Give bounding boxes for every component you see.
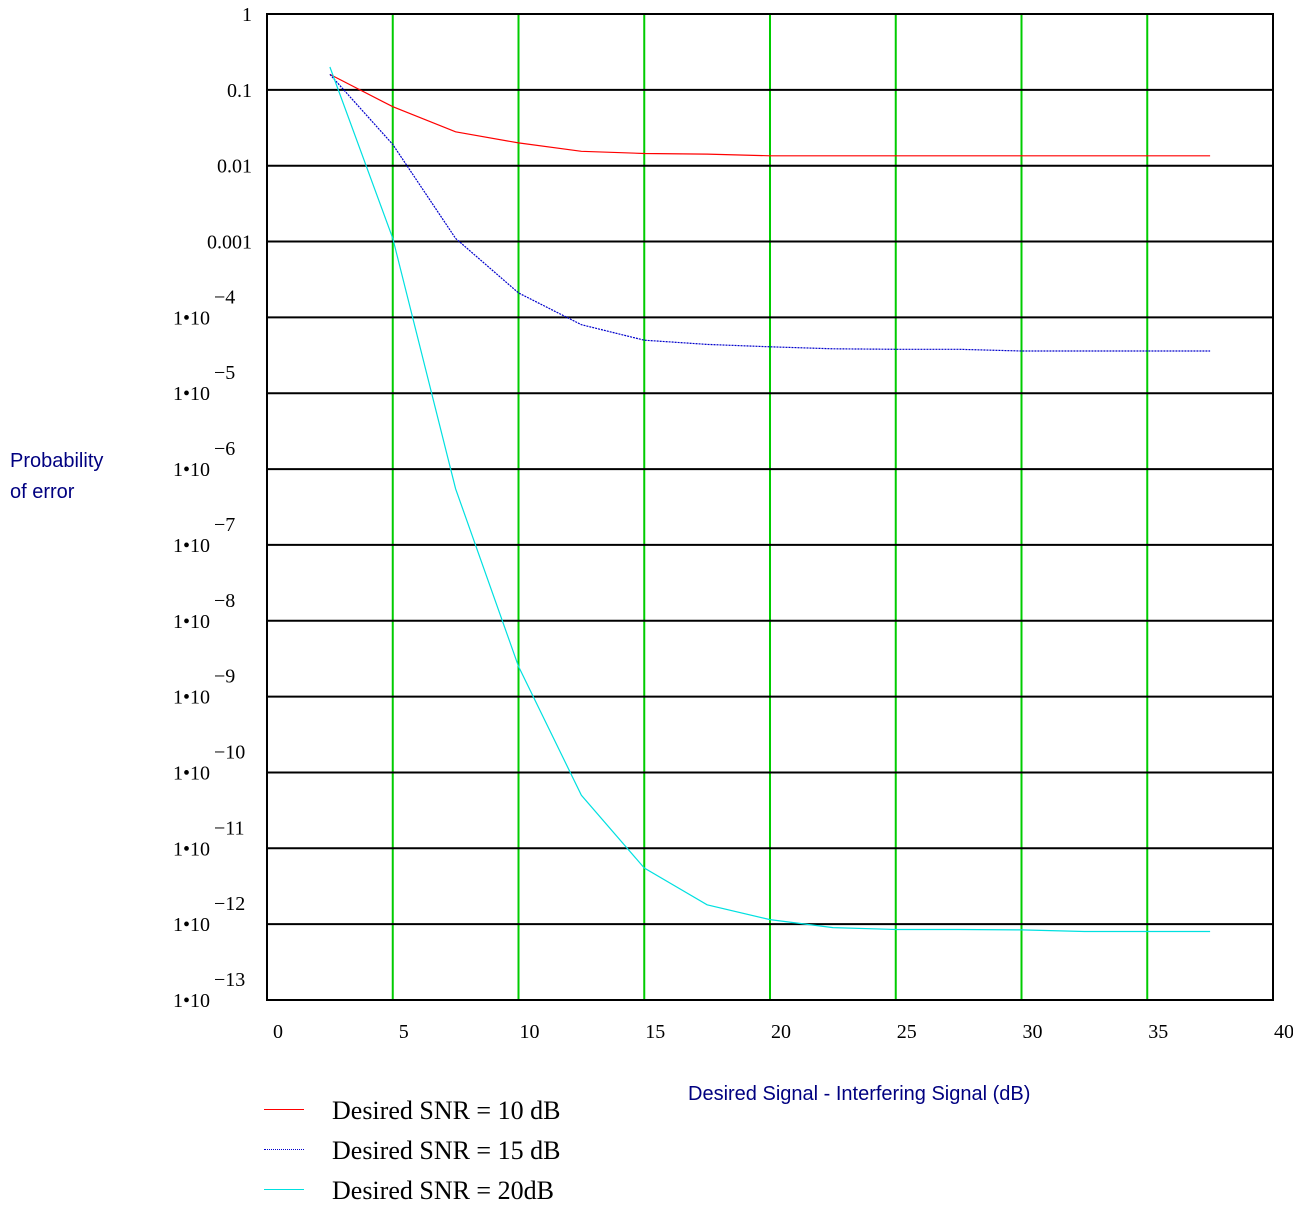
x-tick-label: 15 [645,1021,665,1043]
y-tick-label: 1•10 [173,307,210,329]
y-tick-exponent: −10 [214,741,245,763]
y-axis-label-line: Probability [10,450,104,472]
legend: Desired SNR = 10 dB Desired SNR = 15 dB … [264,1096,684,1216]
legend-label: Desired SNR = 15 dB [332,1136,561,1165]
y-tick-exponent: −9 [214,666,235,688]
y-tick-exponent: −13 [214,969,245,991]
y-axis-label: Probability of error [10,446,103,508]
x-tick-label: 20 [771,1021,791,1043]
legend-label: Desired SNR = 10 dB [332,1096,561,1125]
y-tick-label: 1•10 [173,762,210,784]
x-tick-label: 35 [1148,1021,1168,1043]
y-tick-exponent: −8 [214,590,235,612]
y-tick-label: 0.001 [207,232,252,254]
series-line [329,73,1211,157]
y-tick-exponent: −11 [214,817,245,839]
y-tick-label: 1•10 [173,611,210,633]
y-tick-label: 1•10 [173,459,210,481]
y-tick-label: 1•10 [173,535,210,557]
legend-item: Desired SNR = 10 dB [264,1096,684,1136]
y-tick-label: 1•10 [173,914,210,936]
y-tick-exponent: −4 [214,286,235,308]
legend-label: Desired SNR = 20dB [332,1176,554,1205]
series-line [329,73,1211,352]
y-tick-exponent: −6 [214,438,235,460]
legend-item: Desired SNR = 15 dB [264,1136,684,1176]
y-tick-exponent: −7 [214,514,235,536]
y-tick-exponent: −5 [214,362,235,384]
x-axis-label: Desired Signal - Interfering Signal (dB) [688,1083,1031,1105]
y-tick-label: 0.1 [227,80,252,102]
x-tick-label: 10 [520,1021,540,1043]
x-tick-label: 30 [1023,1021,1043,1043]
plot-frame [266,13,1274,1001]
y-tick-label: 1•10 [173,990,210,1012]
x-tick-label: 0 [273,1021,283,1043]
series-line [329,66,1211,933]
x-tick-label: 5 [399,1021,409,1043]
y-tick-label: 1 [242,4,252,26]
y-axis-label-line: of error [10,481,75,503]
legend-swatch [264,1109,304,1110]
x-tick-label: 25 [897,1021,917,1043]
legend-swatch [264,1189,304,1190]
y-tick-label: 1•10 [173,383,210,405]
y-tick-label: 1•10 [173,838,210,860]
y-tick-label: 0.01 [217,156,252,178]
x-tick-label: 40 [1274,1021,1293,1043]
legend-swatch [264,1149,304,1150]
legend-item: Desired SNR = 20dB [264,1176,684,1216]
y-tick-label: 1•10 [173,687,210,709]
y-tick-exponent: −12 [214,893,245,915]
